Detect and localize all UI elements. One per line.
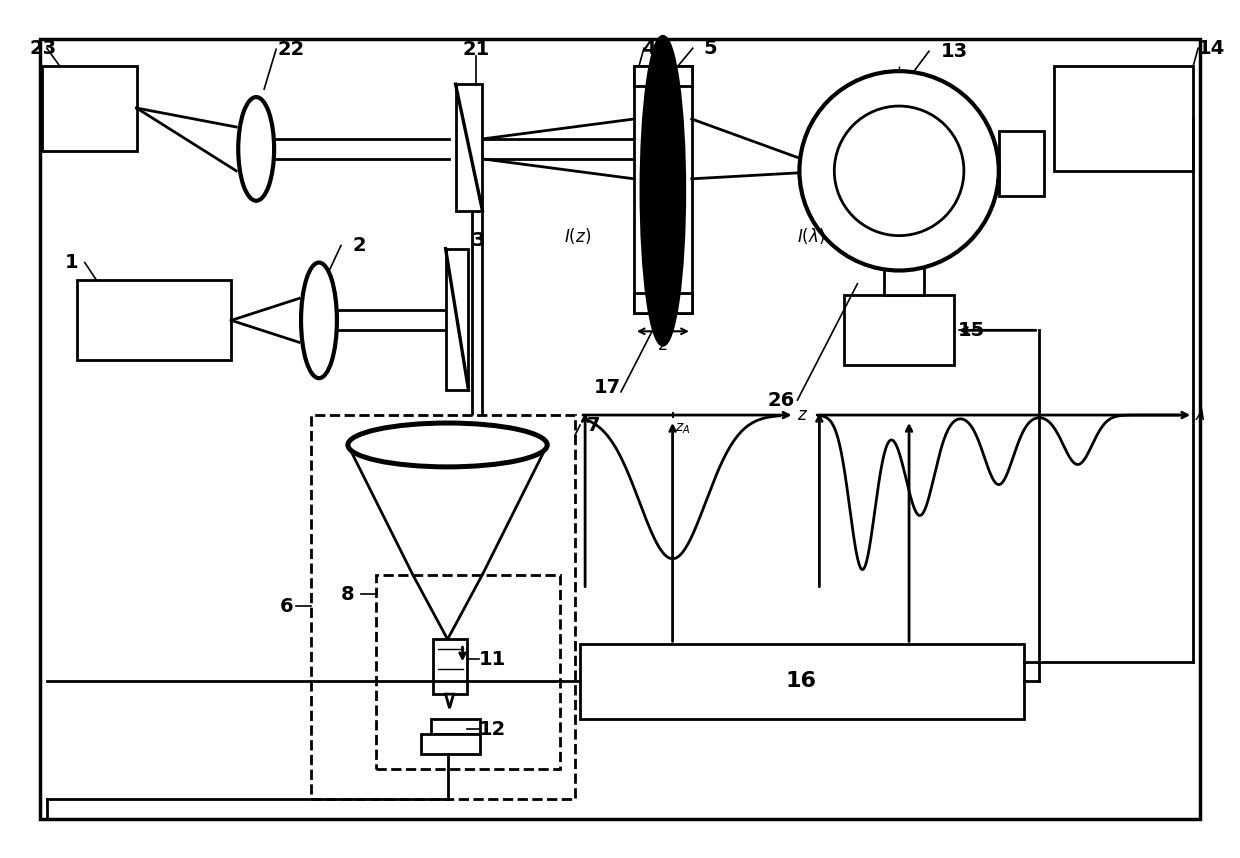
Bar	[77, 281, 232, 360]
Ellipse shape	[348, 423, 547, 467]
Text: 1: 1	[64, 253, 78, 272]
Text: $\lambda$: $\lambda$	[1194, 406, 1205, 424]
Polygon shape	[445, 249, 469, 390]
Text: 4: 4	[642, 39, 656, 57]
Text: 26: 26	[768, 390, 795, 409]
Bar	[433, 639, 467, 694]
Bar	[884, 231, 924, 295]
Text: z: z	[658, 336, 667, 354]
Bar	[634, 66, 692, 313]
Text: 21: 21	[463, 39, 490, 58]
Bar	[998, 131, 1044, 196]
Bar	[634, 293, 692, 313]
Text: 23: 23	[30, 39, 57, 57]
Bar	[430, 719, 480, 734]
Polygon shape	[445, 694, 454, 708]
Text: 11: 11	[479, 650, 506, 668]
Text: 5: 5	[704, 39, 718, 57]
Bar	[376, 575, 560, 769]
Bar	[311, 415, 575, 799]
Text: 6: 6	[279, 597, 293, 616]
Ellipse shape	[301, 263, 337, 378]
Text: 16: 16	[786, 671, 817, 692]
Bar	[1054, 66, 1193, 171]
Text: 3: 3	[471, 231, 485, 251]
Text: z: z	[797, 406, 806, 424]
Text: 17: 17	[594, 378, 620, 396]
Ellipse shape	[800, 71, 998, 270]
Text: $I(\lambda)$: $I(\lambda)$	[797, 226, 826, 245]
Ellipse shape	[238, 97, 274, 201]
Text: 22: 22	[278, 39, 305, 58]
Bar	[634, 66, 692, 86]
Text: 13: 13	[940, 42, 967, 61]
Bar	[844, 295, 954, 366]
Bar	[580, 644, 1024, 719]
Text: $z_A$: $z_A$	[675, 422, 689, 436]
Text: 14: 14	[1198, 39, 1225, 57]
Ellipse shape	[835, 106, 963, 236]
Text: 12: 12	[479, 720, 506, 739]
Text: 15: 15	[959, 321, 986, 340]
Text: $I(z)$: $I(z)$	[563, 226, 590, 245]
Text: 7: 7	[587, 415, 600, 434]
Text: 2: 2	[352, 236, 366, 255]
Ellipse shape	[641, 36, 684, 345]
Bar	[420, 734, 480, 754]
Polygon shape	[455, 84, 482, 211]
Text: 8: 8	[341, 585, 355, 604]
Bar	[42, 66, 136, 151]
